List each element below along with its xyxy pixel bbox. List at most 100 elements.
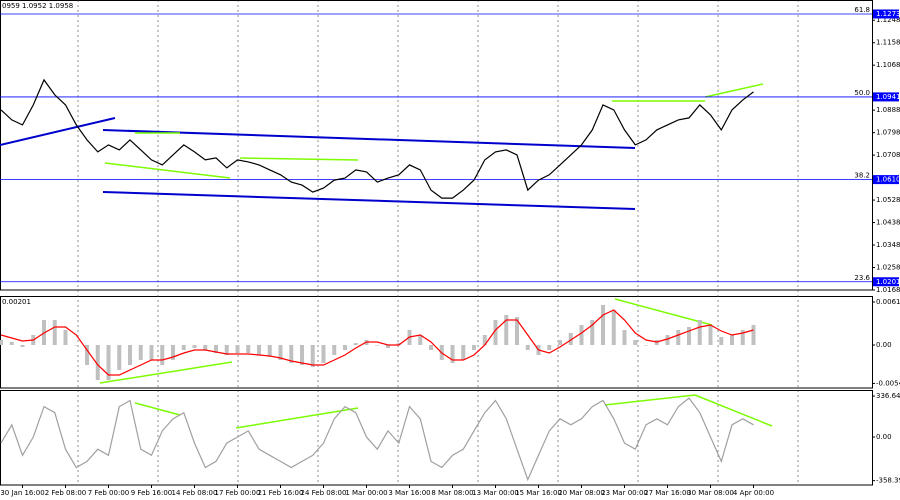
x-tick-label: 8 Mar 08:00	[431, 489, 473, 497]
macd-bar	[633, 340, 638, 345]
fib-price-box	[873, 92, 899, 102]
macd-bar	[386, 344, 390, 349]
macd-bar	[224, 344, 229, 355]
macd-bar	[482, 335, 487, 345]
y-tick-label: 0.00612	[876, 298, 900, 306]
macd-bar	[697, 319, 702, 345]
macd-bar	[708, 324, 713, 345]
y-tick-label: 336.644	[876, 392, 900, 400]
divergence-line	[694, 394, 773, 427]
macd-bar	[214, 344, 218, 354]
macd-bar	[332, 344, 337, 355]
macd-bar	[171, 344, 175, 360]
signal-line	[0, 309, 754, 376]
macd-bar	[472, 344, 476, 350]
x-tick-label: 3 Mar 16:00	[388, 489, 430, 497]
macd-bar	[461, 344, 466, 360]
cci-line	[0, 397, 754, 482]
macd-bar	[525, 344, 530, 350]
fib-ratio: 50.0	[854, 89, 870, 97]
divergence-line	[704, 83, 764, 98]
macd-bar	[396, 343, 401, 345]
macd-bar	[267, 344, 272, 358]
fib-price-box	[873, 9, 899, 19]
x-tick-label: 13 Mar 00:00	[472, 489, 519, 497]
macd-bar	[343, 344, 347, 350]
macd-bar	[289, 344, 294, 363]
fib-price-label: 1.0941	[876, 93, 900, 101]
macd-bar	[9, 341, 14, 345]
fib-price-label: 1.0610	[876, 176, 900, 184]
cci-panel	[0, 390, 873, 486]
y-tick-label: 1.0528	[876, 196, 900, 204]
macd-bar	[74, 344, 79, 346]
y-tick-label: 1.0348	[876, 241, 900, 249]
macd-bar	[246, 344, 251, 354]
macd-bar	[160, 344, 165, 366]
x-tick-label: 9 Feb 16:00	[131, 489, 172, 497]
macd-bar	[558, 340, 562, 345]
x-tick-label: 27 Mar 16:00	[644, 489, 691, 497]
macd-bar	[493, 319, 498, 345]
macd-bar	[547, 344, 552, 350]
y-tick-label: -358.398	[876, 477, 900, 485]
x-tick-label: 23 Mar 00:00	[601, 489, 648, 497]
time-grid	[77, 0, 799, 485]
x-tick-label: 20 Mar 08:00	[558, 489, 605, 497]
trend-line	[0, 117, 116, 146]
y-tick-label: 1.0708	[876, 151, 900, 159]
macd-bar	[418, 335, 423, 345]
fib-price-box	[873, 277, 899, 287]
channel-bottom	[102, 191, 636, 210]
macd-bar	[450, 344, 455, 363]
macd-bar	[568, 332, 573, 345]
macd-bar	[687, 327, 691, 345]
x-tick-label: 7 Feb 00:00	[88, 489, 129, 497]
macd-bar	[751, 324, 756, 345]
macd-bar	[0, 340, 3, 345]
price-line	[0, 78, 754, 199]
macd-bar	[740, 330, 745, 345]
macd-bar	[257, 344, 261, 355]
macd-bar	[579, 324, 584, 345]
macd-bar	[138, 344, 143, 360]
y-tick-label: 1.0168	[876, 286, 900, 294]
y-tick-label: 1.1248	[876, 16, 900, 24]
trend-lines	[0, 83, 773, 429]
y-tick-label: 1.0258	[876, 264, 900, 272]
macd-bar	[375, 344, 380, 346]
y-tick-label: 1.0888	[876, 106, 900, 114]
macd-bar	[590, 319, 595, 345]
macd-header: 0.00201	[2, 298, 31, 306]
macd-bar	[515, 317, 519, 345]
fib-price-label: 1.1273	[876, 10, 900, 18]
y-tick-label: 0.00	[876, 433, 892, 441]
macd-bar	[321, 344, 326, 363]
divergence-line	[235, 407, 359, 429]
macd-bar	[665, 335, 670, 345]
divergence-line	[99, 361, 233, 384]
macd-bar	[310, 344, 315, 367]
divergence-line	[104, 162, 231, 179]
macd-bar	[676, 330, 681, 345]
x-tick-label: 14 Feb 08:00	[172, 489, 218, 497]
fib-price-box	[873, 175, 899, 185]
divergence-line	[239, 157, 359, 161]
x-tick-label: 24 Feb 08:00	[301, 489, 347, 497]
macd-bar	[730, 335, 734, 345]
macd-bar	[52, 319, 57, 345]
channel-top	[102, 129, 636, 149]
x-tick-label: 1 Mar 00:00	[345, 489, 387, 497]
macd-bar	[203, 344, 208, 350]
y-tick-label: 1.0798	[876, 129, 900, 137]
macd-bar	[117, 344, 122, 371]
x-tick-label: 2 Feb 08:00	[45, 489, 86, 497]
x-tick-label: 4 Apr 00:00	[733, 489, 774, 497]
divergence-line	[604, 394, 696, 406]
macd-bar	[611, 310, 616, 345]
fib-price-label: 1.0201	[876, 278, 900, 286]
y-tick-label: -0.00547	[876, 379, 900, 387]
macd-bar	[20, 344, 25, 347]
x-tick-label: 15 Mar 16:00	[515, 489, 562, 497]
